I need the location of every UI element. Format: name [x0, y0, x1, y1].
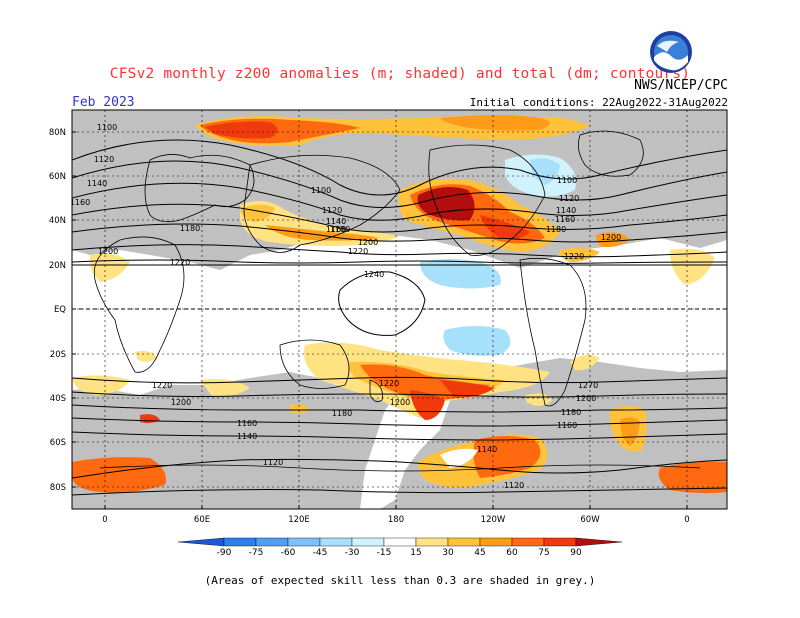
latitude-axis: 80N 60N 40N 20N EQ 20S 40S 60S 80S	[49, 128, 76, 493]
contour-label: 1220	[170, 258, 190, 267]
contour-label: 1220	[379, 379, 399, 388]
contour-label: 1140	[326, 217, 346, 226]
colorbar-swatch	[319, 537, 353, 547]
contour-label: 1200	[390, 398, 410, 407]
contour-label: 1120	[322, 206, 342, 215]
contour-label: 1100	[557, 176, 577, 185]
contour-label-layer: 1100112011401160118012001220110011201140…	[70, 123, 621, 490]
contour-label: 1180	[180, 224, 200, 233]
lat-label: 40S	[50, 394, 66, 404]
positive-anomaly-south-pacific	[72, 342, 600, 424]
contour-label: 1220	[152, 381, 172, 390]
contour-label: 1160	[557, 421, 577, 430]
colorbar: -90 -75 -60 -45 -30 -15 15 30 45 60 75 90	[177, 537, 623, 558]
contour-label: 1200	[98, 247, 118, 256]
colorbar-label: 30	[442, 548, 454, 558]
colorbar-swatch	[479, 537, 513, 547]
contour-label: 1200	[576, 394, 596, 403]
lat-label: 60N	[49, 172, 66, 182]
lat-label: 60S	[50, 438, 66, 448]
contour-label: 1140	[87, 179, 107, 188]
contour-label: 1220	[564, 252, 584, 261]
coastlines	[93, 130, 701, 472]
lat-label: 40N	[49, 216, 66, 226]
contour-label: 1120	[559, 194, 579, 203]
colorbar-arrow-right	[575, 537, 623, 547]
lon-label: 0	[684, 515, 689, 525]
contour-label: 1100	[97, 123, 117, 132]
contour-label: 1270	[578, 381, 598, 390]
height-contours	[72, 139, 727, 496]
colorbar-label: -30	[345, 548, 360, 558]
lon-label: 60W	[580, 515, 600, 525]
contour-label: 1200	[601, 233, 621, 242]
lon-label: 120W	[481, 515, 506, 525]
contour-label: 1140	[237, 432, 257, 441]
colorbar-swatch	[351, 537, 385, 547]
contour-label: 1180	[561, 408, 581, 417]
contour-label: 1220	[348, 247, 368, 256]
initial-conditions: Initial conditions: 22Aug2022-31Aug2022	[469, 96, 728, 109]
noaa-logo	[650, 31, 692, 73]
positive-anomaly-north-pacific	[398, 178, 560, 252]
contour-label: 1160	[237, 419, 257, 428]
colorbar-swatch	[287, 537, 321, 547]
contour-label: 1240	[364, 270, 384, 279]
contour-label: 1140	[556, 206, 576, 215]
contour-label: 1200	[171, 398, 191, 407]
lat-label: 80N	[49, 128, 66, 138]
colorbar-label: 15	[410, 548, 421, 558]
contour-label: 1140	[477, 445, 497, 454]
colorbar-label: 60	[506, 548, 518, 558]
colorbar-label: -60	[281, 548, 296, 558]
colorbar-swatch	[415, 537, 449, 547]
contour-label: 1180	[332, 409, 352, 418]
colorbar-swatch	[255, 537, 289, 547]
lat-label: 20N	[49, 261, 66, 271]
lon-label: 180	[388, 515, 404, 525]
colorbar-swatch	[223, 537, 257, 547]
contour-label: 1120	[263, 458, 283, 467]
colorbar-label: -75	[249, 548, 264, 558]
lat-label: 20S	[50, 350, 66, 360]
contour-label: 1120	[94, 155, 114, 164]
contour-label: 1200	[358, 238, 378, 247]
colorbar-swatch	[511, 537, 545, 547]
target-period: Feb 2023	[72, 95, 135, 110]
lon-label: 60E	[194, 515, 210, 525]
positive-anomaly-southern-ocean	[72, 394, 727, 494]
contour-label: 1180	[330, 225, 350, 234]
contour-label: 1100	[311, 186, 331, 195]
positive-anomaly-arctic	[195, 115, 590, 146]
colorbar-label: -45	[313, 548, 328, 558]
lon-label: 120E	[288, 515, 310, 525]
colorbar-swatch	[447, 537, 481, 547]
colorbar-label: 45	[474, 548, 485, 558]
contour-label: 1160	[326, 225, 346, 234]
lat-label: 80S	[50, 483, 66, 493]
lat-label: EQ	[54, 305, 66, 315]
colorbar-label: -15	[377, 548, 392, 558]
agency-label: NWS/NCEP/CPC	[634, 78, 728, 93]
colorbar-label: 75	[538, 548, 549, 558]
contour-label: 1160	[70, 198, 90, 207]
colorbar-arrow-left	[177, 537, 225, 547]
colorbar-swatch	[543, 537, 577, 547]
colorbar-label: 90	[570, 548, 582, 558]
colorbar-swatch	[383, 537, 417, 547]
longitude-axis: 0 60E 120E 180 120W 60W 0	[102, 505, 690, 525]
contour-label: 1160	[555, 215, 575, 224]
contour-label: 1180	[546, 225, 566, 234]
footnote: (Areas of expected skill less than 0.3 a…	[204, 574, 596, 587]
lon-label: 0	[102, 515, 107, 525]
colorbar-label: -90	[217, 548, 232, 558]
chart-title: CFSv2 monthly z200 anomalies (m; shaded)…	[109, 66, 691, 82]
contour-label: 1120	[504, 481, 524, 490]
